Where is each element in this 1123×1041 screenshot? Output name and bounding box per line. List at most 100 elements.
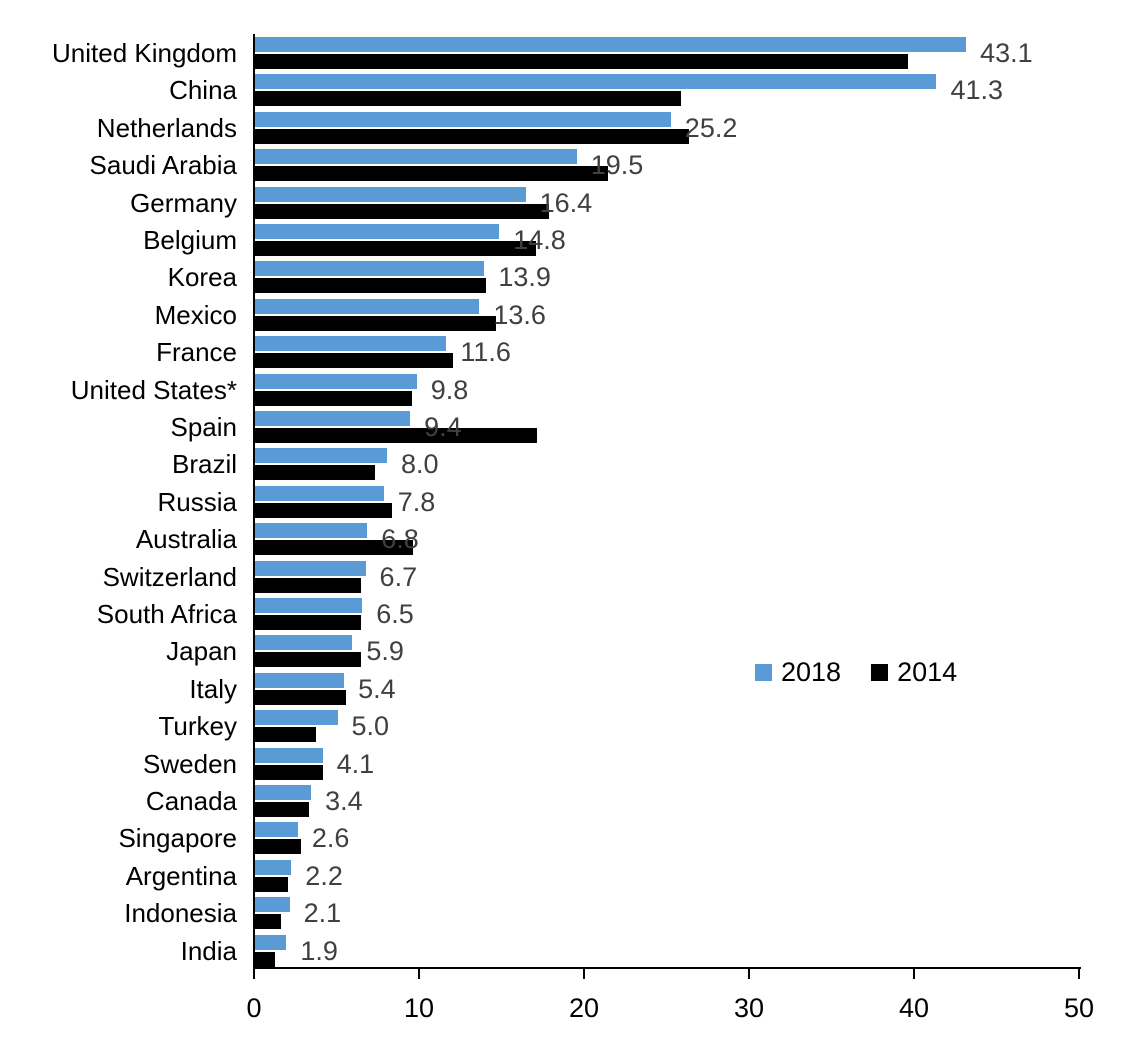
value-label: 13.9	[498, 262, 551, 293]
bar-2018	[255, 785, 312, 800]
bar-2018	[255, 336, 447, 352]
x-axis-tick	[418, 969, 420, 979]
bar-2014	[255, 502, 392, 518]
value-label: 6.5	[376, 599, 414, 629]
x-axis-tick	[748, 969, 750, 979]
bar-2014	[255, 540, 414, 556]
bar-2018	[255, 37, 967, 52]
legend-label-2014: 2014	[897, 656, 958, 687]
bar-2014	[255, 278, 486, 294]
bar-2014	[255, 428, 538, 443]
value-label: 19.5	[590, 150, 644, 181]
x-axis-tick-label: 30	[733, 993, 765, 1023]
value-label: 2.1	[303, 898, 342, 929]
bar-2014	[255, 128, 689, 144]
bar-2018	[255, 859, 292, 875]
value-label: 2.2	[305, 860, 343, 891]
bar-2014	[255, 652, 361, 668]
value-label: 25.2	[684, 112, 738, 143]
bar-2014	[255, 390, 412, 406]
category-label: France	[156, 337, 237, 368]
bar-2014	[255, 315, 496, 331]
bar-2014	[255, 577, 361, 593]
value-label: 5.4	[358, 673, 396, 704]
bar-2014	[255, 615, 361, 630]
bar-2014	[255, 727, 317, 743]
category-label: India	[180, 935, 237, 966]
bar-2014	[255, 465, 376, 481]
x-axis-tick-label: 40	[898, 993, 930, 1023]
category-label: Singapore	[118, 823, 237, 854]
value-label: 6.8	[381, 524, 419, 555]
value-label: 8.0	[401, 449, 439, 480]
category-label: Switzerland	[102, 561, 237, 592]
bar-2018	[255, 373, 417, 389]
bar-2014	[255, 689, 346, 705]
category-label: Korea	[167, 262, 237, 293]
category-label: Indonesia	[124, 898, 237, 929]
category-label: China	[169, 75, 237, 106]
bar-2014	[255, 241, 536, 256]
legend-swatch-2018	[755, 663, 772, 681]
value-label: 3.4	[325, 786, 363, 816]
bar-2018	[255, 74, 937, 90]
value-label: 16.4	[539, 187, 593, 218]
bar-2018	[255, 448, 387, 464]
bar-2018	[255, 897, 290, 913]
category-label: Mexico	[154, 299, 237, 330]
category-label: Germany	[130, 187, 237, 218]
bar-2018	[255, 747, 323, 763]
bar-2014	[255, 353, 453, 369]
bar-2018	[255, 261, 485, 277]
bar-2018	[255, 672, 345, 688]
value-label: 7.8	[397, 486, 436, 517]
bar-2014	[255, 802, 310, 817]
bar-2018	[255, 710, 338, 726]
bar-2018	[255, 411, 411, 426]
bar-2018	[255, 485, 384, 501]
category-label: United States*	[70, 374, 237, 405]
category-label: Belgium	[143, 225, 237, 255]
bar-2018	[255, 822, 298, 838]
category-label: Russia	[157, 486, 237, 517]
category-label: Brazil	[171, 449, 237, 480]
value-label: 43.1	[980, 38, 1033, 68]
x-axis-tick-label: 0	[246, 993, 262, 1023]
value-label: 2.6	[311, 823, 350, 854]
bar-2018	[255, 523, 368, 539]
bar-2018	[255, 186, 526, 202]
value-label: 4.1	[336, 748, 375, 779]
category-label: Netherlands	[96, 112, 237, 143]
bar-2014	[255, 951, 275, 967]
value-label: 1.9	[300, 935, 338, 966]
legend: 2018 2014	[755, 655, 957, 689]
category-label: Australia	[135, 524, 237, 555]
category-label: Turkey	[158, 711, 238, 742]
legend-swatch-2014	[871, 663, 889, 681]
value-label: 9.8	[430, 374, 469, 405]
bar-2014	[255, 166, 609, 182]
bar-2018	[255, 298, 480, 314]
category-label: Sweden	[143, 748, 237, 779]
bar-2014	[255, 91, 681, 107]
category-label: Spain	[170, 412, 238, 442]
value-label: 13.6	[493, 299, 546, 330]
bar-2014	[255, 876, 288, 892]
value-label: 11.6	[460, 337, 511, 368]
category-label: Argentina	[125, 860, 237, 891]
bar-2014	[255, 764, 323, 780]
x-axis-tick-label: 20	[568, 993, 600, 1023]
value-label: 6.7	[379, 561, 418, 592]
bar-2014	[255, 839, 302, 855]
legend-label-2018: 2018	[781, 656, 842, 687]
value-label: 14.8	[513, 225, 566, 255]
x-axis-tick	[1078, 969, 1080, 979]
category-label: Canada	[145, 786, 237, 816]
category-label: United Kingdom	[52, 38, 237, 68]
category-label: Japan	[166, 636, 237, 667]
value-label: 9.4	[424, 412, 462, 442]
value-label: 5.9	[366, 636, 404, 667]
x-axis-tick	[583, 969, 585, 979]
bar-2018	[255, 111, 671, 127]
